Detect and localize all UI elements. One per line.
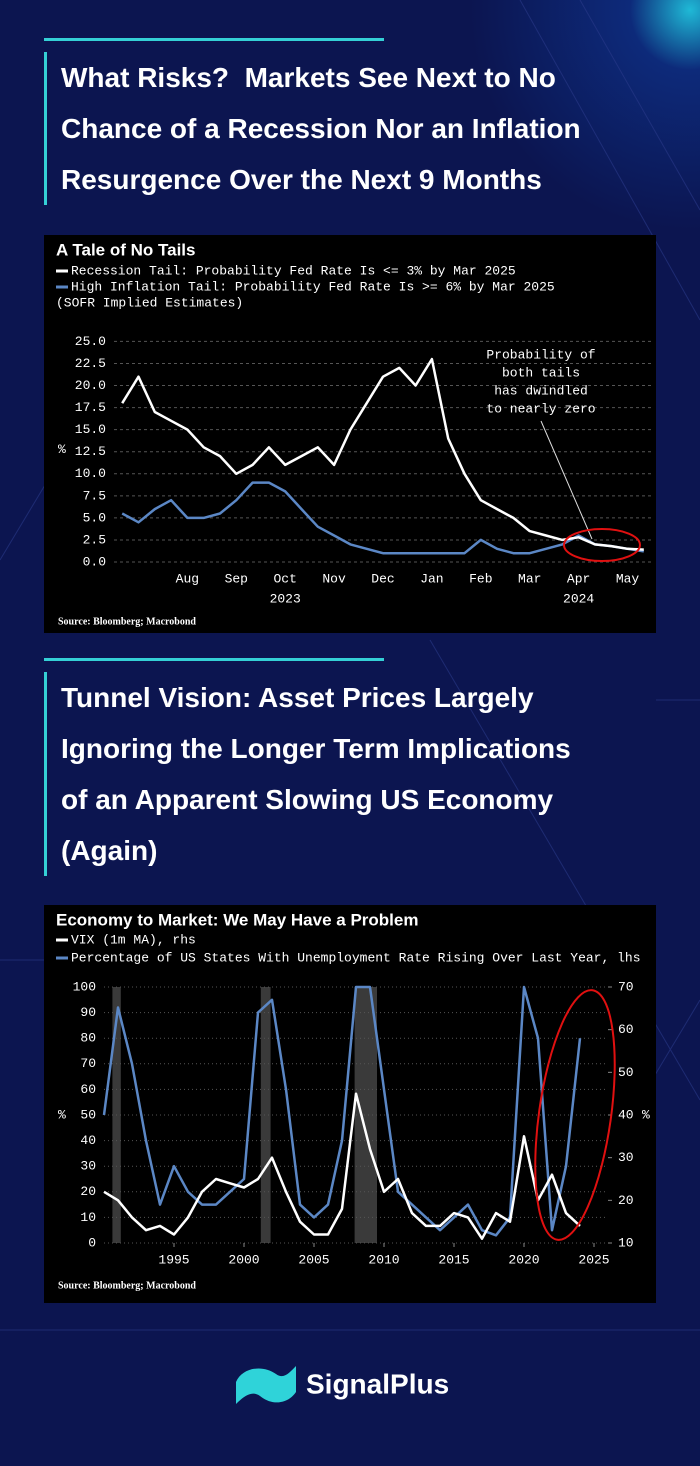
y-tick-label: 30: [80, 1159, 96, 1174]
chart-title: Economy to Market: We May Have a Problem: [56, 910, 418, 929]
year-label: 2024: [563, 591, 594, 606]
y2-tick-label: 10: [618, 1235, 634, 1250]
annotation: Probability of: [486, 347, 595, 362]
y-tick-label: 25.0: [75, 334, 106, 349]
source: Source: Bloomberg; Macrobond: [58, 1280, 196, 1291]
x-tick-label: Feb: [469, 571, 492, 586]
y-tick-label: 100: [73, 979, 96, 994]
series-line: [121, 357, 644, 551]
y-tick-label: 10: [80, 1210, 96, 1225]
heading-line: (Again): [61, 835, 158, 866]
y-tick-label: 80: [80, 1031, 96, 1046]
annotation: both tails: [502, 365, 580, 380]
y-tick-label: 20.0: [75, 378, 106, 393]
logo: SignalPlus: [236, 1366, 449, 1404]
y-tick-label: 7.5: [83, 488, 106, 503]
x-tick-label: 2000: [228, 1252, 259, 1267]
x-tick-label: Dec: [371, 571, 394, 586]
chart: A Tale of No Tails Recession Tail: Probab…: [44, 235, 656, 633]
heading-line: Ignoring the Longer Term Implications: [61, 733, 571, 764]
annotation: has dwindled: [494, 383, 588, 398]
y-tick-label: 12.5: [75, 444, 106, 459]
x-tick-label: 2020: [508, 1252, 539, 1267]
y-tick-label: 5.0: [83, 510, 106, 525]
y2-tick-label: 30: [618, 1150, 634, 1165]
x-tick-label: 2015: [438, 1252, 469, 1267]
legend-label: Percentage of US States With Unemploymen…: [71, 950, 641, 965]
x-tick-label: 2025: [578, 1252, 609, 1267]
year-label: 2023: [270, 591, 301, 606]
y-tick-label: 50: [80, 1107, 96, 1122]
y-unit: %: [58, 1107, 66, 1122]
logo-text: SignalPlus: [306, 1368, 449, 1399]
logo-mark: [236, 1366, 296, 1404]
heading: Tunnel Vision: Asset Prices Largely Igno…: [44, 658, 571, 876]
y-tick-label: 70: [80, 1056, 96, 1071]
heading: What Risks? Markets See Next to No Chanc…: [44, 38, 581, 205]
y-tick-label: 17.5: [75, 400, 106, 415]
highlight-ellipse: [563, 528, 641, 562]
x-tick-label: Jan: [420, 571, 443, 586]
x-tick-label: 2010: [368, 1252, 399, 1267]
chart-subtitle: (SOFR Implied Estimates): [56, 295, 243, 310]
y-tick-label: 90: [80, 1005, 96, 1020]
recession-band: [354, 987, 377, 1243]
series-line: [121, 481, 644, 555]
heading-line: Tunnel Vision: Asset Prices Largely: [61, 682, 534, 713]
series-line: [103, 1092, 581, 1240]
x-tick-label: May: [616, 571, 640, 586]
legend-label: High Inflation Tail: Probability Fed Rat…: [71, 279, 555, 294]
chart-title: A Tale of No Tails: [56, 240, 195, 259]
y-tick-label: 15.0: [75, 422, 106, 437]
legend-label: VIX (1m MA), rhs: [71, 932, 196, 947]
series-line: [102, 985, 582, 1237]
x-tick-label: Mar: [518, 571, 541, 586]
heading-line: Chance of a Recession Nor an Inflation: [61, 113, 581, 144]
source: Source: Bloomberg; Macrobond: [58, 616, 196, 627]
chart: Economy to Market: We May Have a Problem…: [44, 905, 656, 1303]
y-tick-label: 10.0: [75, 466, 106, 481]
y2-tick-label: 70: [618, 979, 634, 994]
y2-tick-label: 40: [618, 1107, 634, 1122]
y2-tick-label: 20: [618, 1193, 634, 1208]
x-tick-label: Oct: [273, 571, 296, 586]
y-tick-label: 60: [80, 1082, 96, 1097]
annotation: to nearly zero: [486, 401, 595, 416]
x-tick-label: Sep: [225, 571, 248, 586]
x-tick-label: 2005: [298, 1252, 329, 1267]
heading-line: What Risks? Markets See Next to No: [61, 62, 556, 93]
x-tick-label: 1995: [158, 1252, 189, 1267]
y-tick-label: 0.0: [83, 554, 106, 569]
y2-tick-label: 50: [618, 1065, 634, 1080]
y-tick-label: 22.5: [75, 356, 106, 371]
y-tick-label: 40: [80, 1133, 96, 1148]
highlight-ellipse: [534, 989, 616, 1241]
recession-band: [260, 987, 271, 1243]
heading-line: of an Apparent Slowing US Economy: [61, 784, 554, 815]
x-tick-label: Nov: [322, 571, 346, 586]
y-tick-label: 0: [88, 1235, 96, 1250]
heading-line: Resurgence Over the Next 9 Months: [61, 164, 542, 195]
y2-unit: %: [642, 1107, 650, 1122]
x-tick-label: Aug: [176, 571, 199, 586]
annotation-arrow: [540, 420, 593, 540]
legend-label: Recession Tail: Probability Fed Rate Is …: [71, 263, 516, 278]
y-unit: %: [58, 442, 66, 457]
y-tick-label: 20: [80, 1184, 96, 1199]
x-tick-label: Apr: [567, 571, 590, 586]
y2-tick-label: 60: [618, 1022, 634, 1037]
y-tick-label: 2.5: [83, 532, 106, 547]
